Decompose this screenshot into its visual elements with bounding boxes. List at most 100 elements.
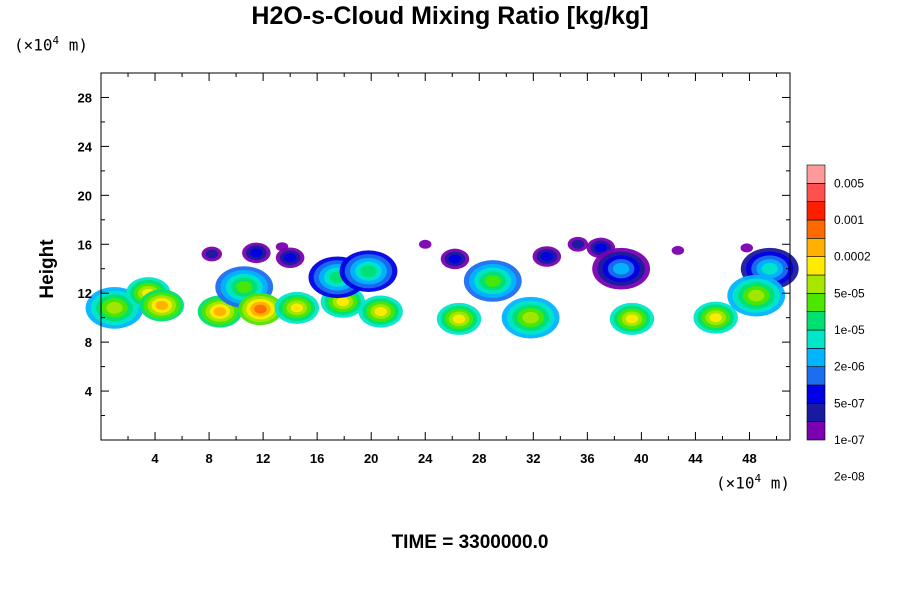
cloud-feature (440, 248, 470, 270)
cloud-contour (360, 265, 377, 278)
colorbar-swatch (806, 256, 826, 276)
x-tick-label: 36 (580, 451, 594, 466)
cloud-contour (205, 249, 219, 259)
cloud-contour (374, 307, 387, 317)
cloud-feature (727, 274, 786, 317)
colorbar-swatch (806, 366, 826, 386)
cloud-contour (254, 304, 267, 314)
x-tick-label: 28 (472, 451, 486, 466)
y-tick-label: 12 (78, 286, 92, 301)
cloud-contour (155, 300, 169, 310)
cloud-feature (532, 246, 562, 267)
cloud-feature (436, 302, 482, 335)
colorbar-label: 0.001 (834, 213, 864, 227)
colorbar-swatch (806, 348, 826, 367)
colorbar-swatch (806, 311, 826, 331)
cloud-contour (748, 289, 765, 302)
colorbar-legend: 0.005 0.001 0.0002 5e-05 1e-05 2e-06 5e-07 1e-0… (806, 164, 871, 484)
cloud-feature (740, 243, 754, 253)
cloud-feature (85, 287, 144, 329)
y-tick-label: 16 (78, 237, 92, 252)
x-tick-label: 32 (526, 451, 540, 466)
colorbar-label: 0.005 (834, 176, 864, 190)
y-tick-label: 20 (78, 188, 92, 203)
colorbar-label: 0.0002 (834, 250, 871, 264)
cloud-contour (625, 314, 639, 324)
x-tick-label: 16 (310, 451, 324, 466)
cloud-feature (671, 245, 685, 255)
colorbar-swatch (806, 201, 826, 221)
time-label: TIME = 3300000.0 (391, 532, 549, 553)
y-unit-label: (×104 m) (14, 34, 89, 55)
x-tick-label: 44 (688, 451, 703, 466)
colorbar-swatch (806, 219, 826, 239)
colorbar-label: 1e-07 (834, 433, 865, 447)
cloud-feature (242, 242, 271, 264)
cloud-contour (290, 303, 304, 313)
cloud-contour (283, 253, 297, 263)
colorbar-label: 2e-08 (834, 470, 865, 484)
colorbar-label: 5e-07 (834, 396, 865, 410)
cloud-contour (671, 245, 685, 255)
cloud-contour (106, 302, 123, 314)
cloud-contour (740, 243, 754, 253)
colorbar-swatch (806, 183, 826, 202)
cloud-feature (215, 266, 274, 308)
cloud-feature (275, 247, 305, 268)
x-tick-label: 40 (634, 451, 648, 466)
cloud-contour (213, 307, 227, 317)
y-tick-label: 28 (78, 90, 92, 105)
cloud-contour (236, 281, 253, 293)
colorbar-swatch (806, 274, 826, 294)
cloud-contour (452, 314, 466, 324)
y-tick-label: 24 (78, 139, 93, 154)
colorbar-swatch (806, 238, 826, 257)
cloud-contour (250, 248, 263, 258)
cloud-contour (761, 262, 778, 275)
plot-area (85, 236, 799, 339)
cloud-contour (594, 243, 608, 253)
cloud-contour (522, 311, 539, 324)
cloud-contour (571, 239, 585, 249)
cloud-contour (709, 313, 722, 323)
colorbar-label: 1e-05 (834, 323, 865, 337)
cloud-feature (740, 247, 799, 290)
colorbar-swatch (806, 421, 826, 441)
colorbar-swatch (806, 164, 826, 184)
plot-frame (100, 72, 791, 441)
y-tick-label: 8 (85, 335, 92, 350)
chart-title: H2O-s-Cloud Mixing Ratio [kg/kg] (251, 2, 649, 30)
cloud-feature (274, 291, 320, 324)
cloud-contour (484, 275, 501, 287)
x-unit-label: (×104 m) (716, 472, 791, 493)
cloud-feature (139, 289, 185, 322)
colorbar-label: 5e-05 (834, 286, 865, 300)
colorbar-label: 2e-06 (834, 360, 865, 374)
cloud-contour (448, 254, 462, 264)
cloud-feature (609, 302, 655, 335)
colorbar-swatch (806, 293, 826, 312)
cloud-feature (201, 246, 223, 262)
x-tick-label: 24 (418, 451, 433, 466)
y-tick-label: 4 (85, 384, 93, 399)
cloud-feature (567, 236, 589, 252)
cloud-feature (463, 260, 522, 302)
cloud-feature (418, 239, 432, 249)
colorbar-swatch (806, 403, 826, 422)
colorbar-swatch (806, 384, 826, 404)
cloud-feature (592, 247, 651, 290)
cloud-feature (339, 250, 398, 293)
cloud-feature (358, 295, 403, 328)
x-tick-label: 48 (742, 451, 756, 466)
cloud-contour (613, 262, 630, 275)
x-tick-label: 20 (364, 451, 378, 466)
cloud-feature (693, 301, 738, 334)
cloud-contour (540, 252, 554, 261)
cloud-feature (501, 296, 560, 339)
x-tick-label: 4 (151, 451, 159, 466)
colorbar-swatch (806, 329, 826, 349)
x-tick-label: 12 (256, 451, 270, 466)
cloud-feature (238, 293, 283, 326)
